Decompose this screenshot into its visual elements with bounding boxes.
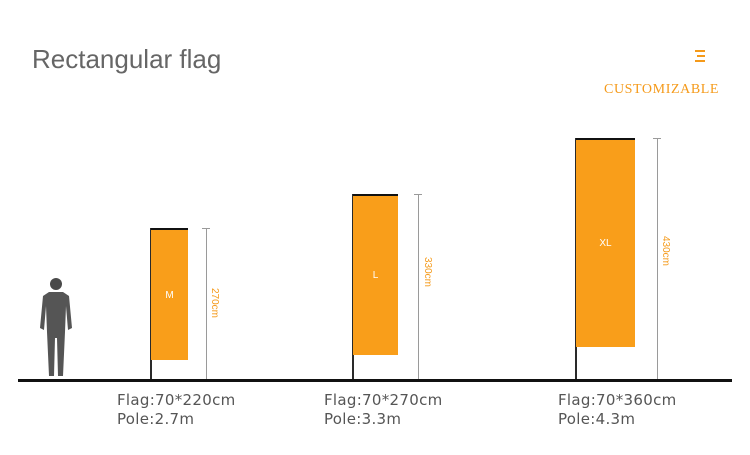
- person-silhouette-icon: [40, 278, 72, 376]
- pole-spec: Pole:4.3m: [558, 410, 636, 428]
- dimension-tick: [414, 194, 422, 195]
- ground-line: [18, 379, 732, 382]
- flag-spec: Flag:70*220cm: [117, 391, 236, 409]
- page-title: Rectangular flag: [32, 44, 222, 74]
- flag-xl: XL: [576, 138, 635, 347]
- dimension-tick: [202, 228, 210, 229]
- flag-spec: Flag:70*270cm: [324, 391, 443, 409]
- menu-icon[interactable]: [693, 49, 707, 63]
- caption-xl: Flag:70*360cm Pole:4.3m: [558, 391, 677, 429]
- flag-size-label: L: [372, 270, 379, 281]
- flag-size-label: M: [165, 289, 174, 301]
- dimension-label-m: 270cm: [209, 288, 220, 319]
- dimension-label-l: 330cm: [422, 257, 433, 288]
- caption-m: Flag:70*220cm Pole:2.7m: [117, 391, 236, 429]
- caption-l: Flag:70*270cm Pole:3.3m: [324, 391, 443, 429]
- dimension-line-l: [418, 194, 419, 380]
- pole-spec: Pole:3.3m: [324, 410, 402, 428]
- customizable-label: CUSTOMIZABLE: [604, 82, 720, 97]
- flag-l: L: [353, 194, 398, 355]
- pole-spec: Pole:2.7m: [117, 410, 195, 428]
- dimension-line-m: [206, 228, 207, 380]
- flag-spec: Flag:70*360cm: [558, 391, 677, 409]
- flag-size-label: XL: [599, 238, 612, 249]
- flag-m: M: [151, 228, 188, 360]
- dimension-tick: [653, 138, 661, 139]
- dimension-label-xl: 430cm: [660, 236, 671, 267]
- dimension-line-xl: [657, 138, 658, 380]
